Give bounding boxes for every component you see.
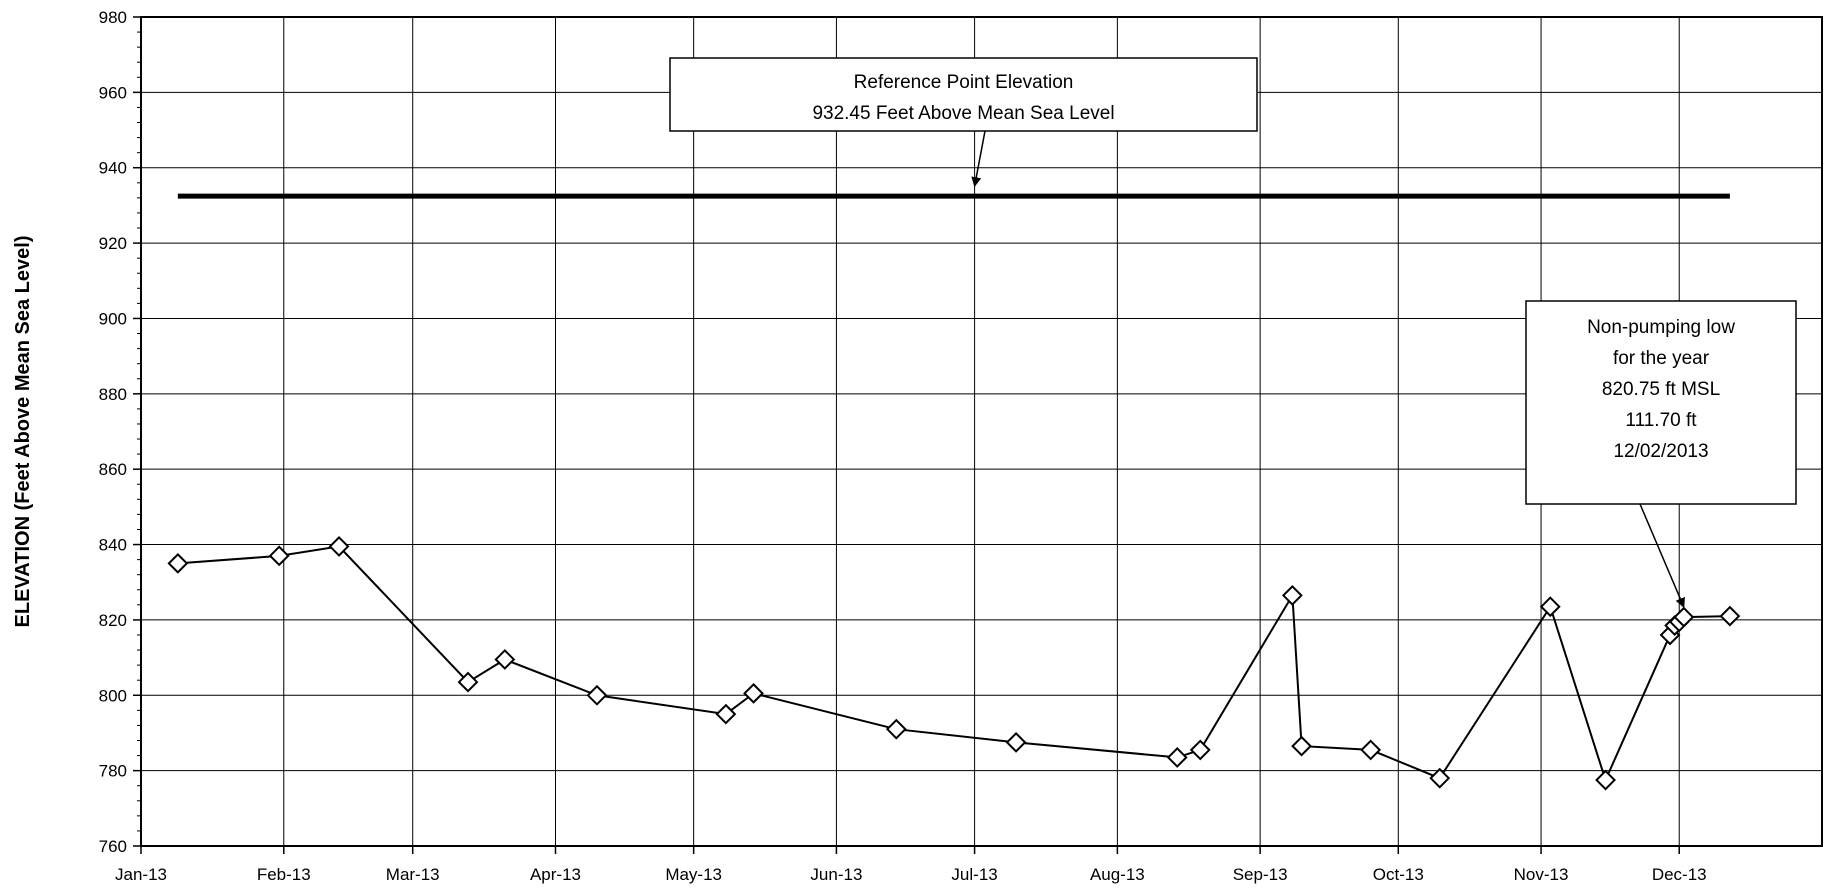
annotation-text: 12/02/2013 <box>1613 441 1708 462</box>
data-point <box>885 718 907 740</box>
annotation-arrow <box>971 130 986 188</box>
data-point <box>1719 605 1741 627</box>
data-point <box>715 703 737 725</box>
data-point <box>1673 606 1695 628</box>
annotation-text: 932.45 Feet Above Mean Sea Level <box>812 103 1114 124</box>
y-tick-label: 940 <box>99 159 127 178</box>
y-tick-label: 980 <box>99 8 127 27</box>
x-tick-label: Dec-13 <box>1652 865 1707 884</box>
annotation-text: Non-pumping low <box>1587 317 1735 338</box>
annotation-box <box>669 57 1258 132</box>
annotation-text: 820.75 ft MSL <box>1602 379 1720 400</box>
x-tick-label: Oct-13 <box>1373 865 1424 884</box>
grid-lines <box>141 17 1822 846</box>
x-tick-label: Jun-13 <box>810 865 862 884</box>
annotation-text: 111.70 ft <box>1625 410 1697 431</box>
y-tick-label: 780 <box>99 762 127 781</box>
y-tick-label: 820 <box>99 611 127 630</box>
data-point <box>494 649 516 670</box>
y-tick-label: 900 <box>99 309 127 328</box>
data-point <box>1281 585 1303 606</box>
y-axis-ticks: 760 780 800 820 840 860 880 900 920 940 960 980 <box>99 8 141 856</box>
x-axis-ticks: Jan-13 Feb-13 Mar-13 Apr-13 May-13 Jun-13 Jul-… <box>115 846 1707 884</box>
annotation-callout: Reference Point Elevation 932.45 Feet Abo… <box>669 57 1258 188</box>
data-point <box>1166 747 1188 768</box>
annotation-callout: Non-pumping low for the year 820.75 ft MSL… <box>1525 300 1797 609</box>
data-point <box>1005 731 1027 753</box>
data-point <box>1291 735 1312 757</box>
annotation-text: for the year <box>1613 348 1710 369</box>
data-point <box>1595 769 1616 791</box>
x-tick-label: Sep-13 <box>1233 865 1288 884</box>
x-tick-label: May-13 <box>665 865 722 884</box>
annotation-text: Reference Point Elevation <box>854 72 1074 93</box>
y-axis-label: ELEVATION (Feet Above Mean Sea Level) <box>12 236 34 628</box>
y-tick-label: 800 <box>99 686 127 705</box>
x-tick-label: Aug-13 <box>1090 865 1145 884</box>
data-point <box>457 671 479 693</box>
y-tick-label: 960 <box>99 83 127 102</box>
annotation-box <box>1525 300 1797 505</box>
series-line <box>177 545 1730 783</box>
annotations: Reference Point Elevation 932.45 Feet Abo… <box>669 57 1797 609</box>
x-tick-label: Feb-13 <box>257 865 311 884</box>
x-tick-label: Nov-13 <box>1514 865 1569 884</box>
y-tick-label: 760 <box>99 837 127 856</box>
y-tick-label: 860 <box>99 460 127 479</box>
data-point <box>743 682 764 704</box>
series-elevation <box>167 536 1741 791</box>
data-point <box>1429 767 1451 789</box>
y-tick-label: 880 <box>99 385 127 404</box>
x-tick-label: Jan-13 <box>115 865 167 884</box>
x-tick-label: Jul-13 <box>951 865 997 884</box>
annotation-arrow <box>1639 503 1685 609</box>
data-point <box>1189 739 1211 761</box>
data-point <box>1539 596 1561 618</box>
data-point <box>1360 739 1382 761</box>
data-point <box>167 552 189 574</box>
data-point <box>328 536 350 557</box>
x-tick-label: Mar-13 <box>386 865 440 884</box>
data-point <box>586 684 608 706</box>
x-tick-label: Apr-13 <box>530 865 581 884</box>
y-tick-label: 840 <box>99 536 127 555</box>
data-point <box>268 545 290 567</box>
y-tick-label: 920 <box>99 234 127 253</box>
plot-area-frame <box>140 16 1823 847</box>
